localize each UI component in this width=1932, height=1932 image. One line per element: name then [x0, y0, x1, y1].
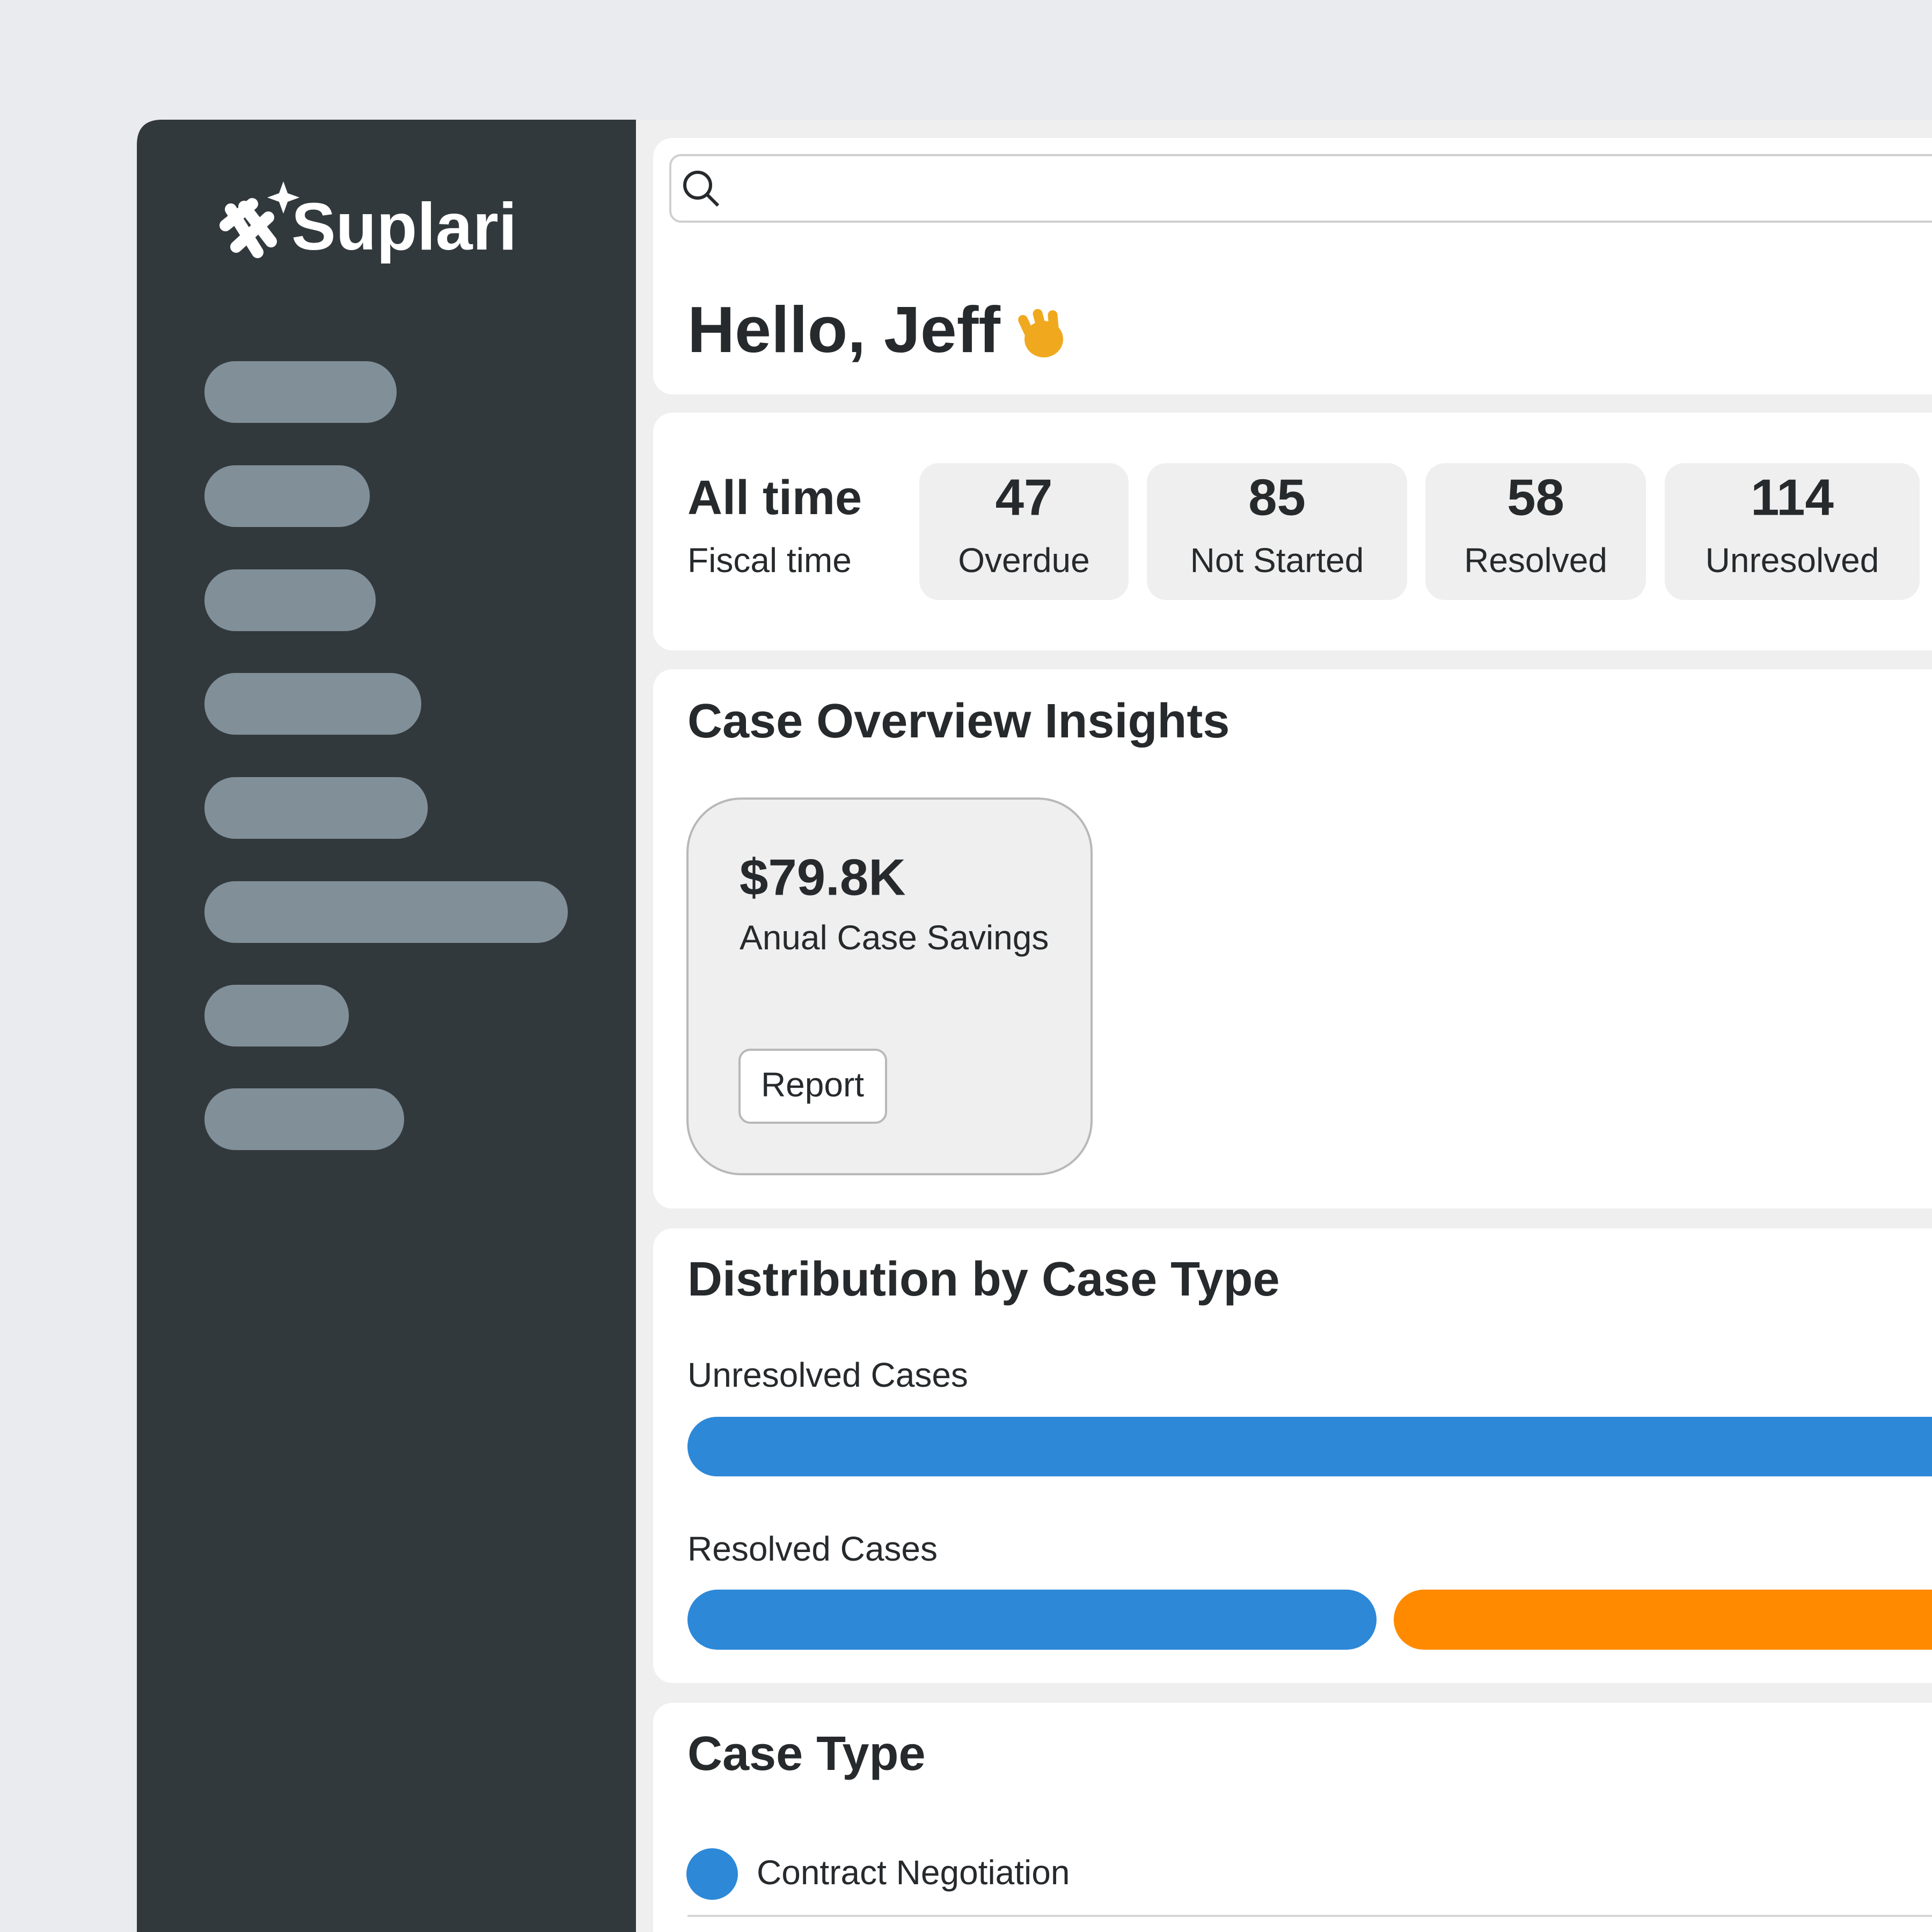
period-secondary[interactable]: Fiscal time [687, 541, 852, 580]
nav-item[interactable] [204, 881, 568, 943]
distribution-title: Distribution by Case Type [687, 1253, 1280, 1306]
nav-item[interactable] [204, 361, 397, 423]
stat-label: Overdue [958, 541, 1089, 580]
nav-item[interactable] [204, 673, 421, 735]
stat-value: 47 [996, 469, 1053, 526]
case-type-title: Case Type [687, 1727, 926, 1781]
legend-dot [686, 1848, 738, 1900]
report-button[interactable] [738, 1049, 887, 1124]
nav-item[interactable] [204, 777, 428, 839]
resolved-bar [687, 1590, 1377, 1650]
stat-value: 114 [1751, 469, 1834, 526]
stat-tile[interactable] [1665, 463, 1920, 600]
stat-tile[interactable] [1425, 463, 1646, 600]
stat-tile[interactable] [1147, 463, 1407, 600]
savings-label: Anual Case Savings [740, 918, 1049, 957]
stat-tile[interactable] [919, 463, 1129, 600]
resolved-bar [1394, 1590, 1932, 1650]
period-primary[interactable]: All time [687, 471, 862, 525]
case-type-item: Contract Negotiation [757, 1853, 1070, 1892]
search-box[interactable] [669, 154, 1932, 223]
case-type-card [653, 1703, 1932, 1932]
stat-label: Resolved [1464, 541, 1607, 580]
row-label: Unresolved Cases [687, 1356, 968, 1394]
logo-icon [219, 181, 299, 258]
wave-emoji [1018, 309, 1063, 357]
row-label: Resolved Cases [687, 1529, 938, 1568]
nav-item[interactable] [204, 465, 370, 527]
stat-value: 85 [1248, 469, 1306, 526]
report-button-label[interactable]: Report [761, 1065, 864, 1104]
nav-item[interactable] [204, 985, 349, 1046]
stats-row: 47 Overdue 85 Not Started 58 Resolved 114 Unres… [919, 463, 1920, 600]
nav-item[interactable] [204, 569, 376, 631]
savings-value: $79.8K [740, 848, 906, 906]
stat-label: Unresolved [1706, 541, 1879, 580]
brand-name: Suplari [291, 190, 517, 264]
sidebar-nav [204, 361, 568, 1150]
greeting: Hello, Jeff [687, 293, 1000, 366]
unresolved-bar [687, 1417, 1932, 1476]
stat-label: Not Started [1190, 541, 1364, 580]
insights-title: Case Overview Insights [687, 694, 1230, 748]
nav-item[interactable] [204, 1088, 404, 1150]
stat-value: 58 [1507, 469, 1564, 526]
search-icon [683, 171, 720, 207]
